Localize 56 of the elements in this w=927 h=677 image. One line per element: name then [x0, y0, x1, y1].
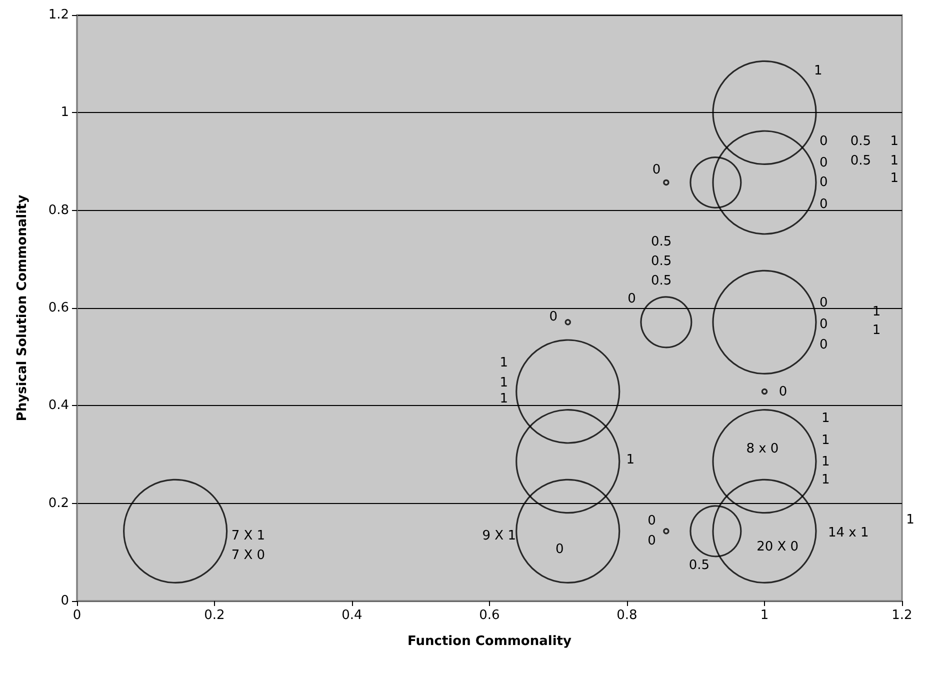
annotation: 8 x 0 [746, 442, 779, 457]
x-tick-label: 0.4 [342, 608, 362, 623]
annotation: 0 [819, 338, 828, 353]
text: 1 [906, 512, 914, 528]
annotation: 0 [555, 542, 564, 558]
x-tick-label: 0.6 [479, 608, 500, 623]
annotation: 20 X 0 [756, 539, 799, 554]
annotation: 14 x 1 [828, 526, 869, 541]
annotation: 0.5 [850, 134, 872, 149]
x-tick-label: 1.2 [892, 608, 912, 623]
annotation: 1 [890, 154, 899, 169]
annotation: 0 [819, 134, 828, 149]
y-tick-label: 1 [60, 105, 69, 120]
y-tick-label: 0.2 [48, 496, 69, 511]
annotation: 7 X 1 [231, 528, 266, 544]
annotation: 0 [628, 292, 636, 307]
annotation: 0.5 [651, 254, 672, 270]
annotation: 0 [648, 533, 656, 548]
annotation: 1 [626, 452, 635, 468]
annotation: 1 [890, 171, 899, 186]
x-axis-title: Function Commonality [408, 634, 572, 649]
annotation: 1 [890, 134, 899, 149]
annotation: 0 [819, 175, 828, 190]
annotation: 0.5 [651, 274, 672, 289]
x-tick-label: 0 [72, 608, 82, 623]
y-axis-title: Physical Solution Commonality [15, 194, 30, 422]
annotation: 1 [822, 432, 830, 448]
y-tick-label: 0.6 [48, 300, 69, 316]
annotation: 1 [822, 472, 830, 488]
annotation: 9 X 1 [482, 528, 516, 544]
x-tick-label: 0.2 [204, 608, 225, 623]
annotation: 0 [778, 384, 788, 400]
annotation: 0.5 [651, 234, 672, 250]
annotation: 1 [500, 356, 508, 371]
annotation: 7 X 0 [231, 548, 266, 564]
annotation: 1 [814, 64, 822, 79]
y-tick-label: 0.4 [48, 398, 69, 414]
annotation: 0.5 [850, 154, 872, 169]
annotation: 0 [648, 513, 656, 528]
annotation: 0 [819, 155, 828, 170]
annotation: 0 [819, 317, 828, 332]
x-tick-label: 0.8 [616, 608, 638, 623]
annotation: 1 [500, 391, 508, 406]
annotation: 1 [872, 322, 881, 338]
y-tick-label: 1.2 [48, 8, 69, 22]
y-tick-label: 0.8 [48, 202, 69, 218]
annotation: 1 [822, 454, 830, 470]
annotation: 0.5 [688, 558, 710, 573]
x-tick-label: 1 [760, 608, 769, 623]
annotation: 0 [652, 162, 661, 178]
annotation: 0 [819, 196, 828, 212]
annotation: 1 [822, 410, 830, 426]
y-tick-label: 0 [60, 594, 69, 608]
annotation: 0 [819, 296, 828, 311]
annotation: 0 [549, 309, 558, 324]
annotation: 1 [500, 376, 508, 391]
